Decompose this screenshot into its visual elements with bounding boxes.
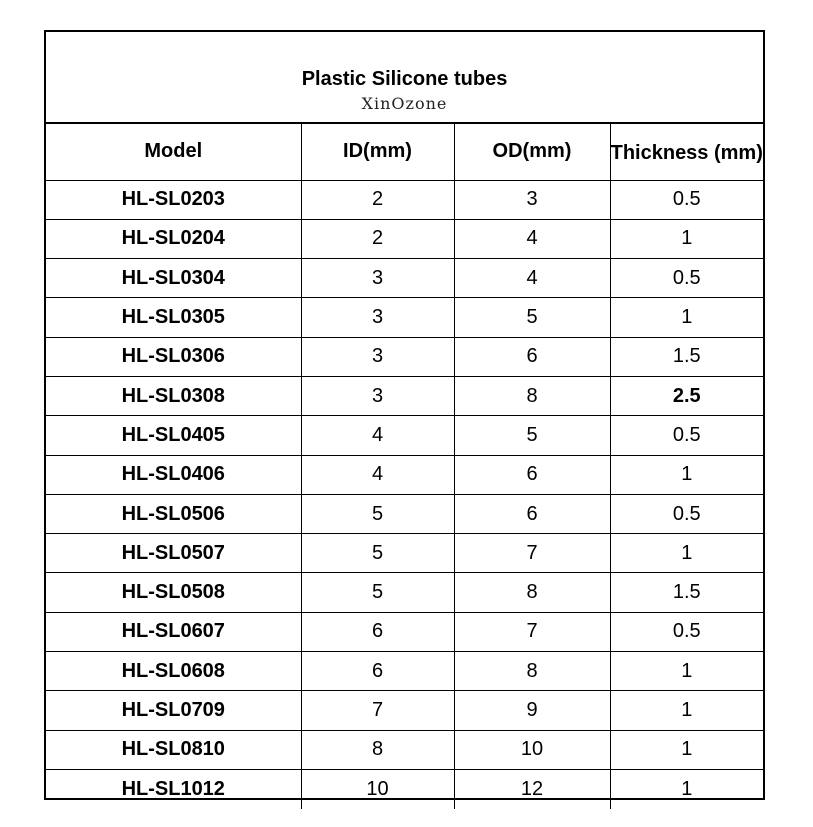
- cell-id: 7: [300, 690, 455, 731]
- table-row: HL-SL0406 4 6 1: [46, 454, 763, 495]
- cell-id: 6: [300, 651, 455, 692]
- cell-id: 2: [300, 218, 455, 260]
- cell-thickness: 1: [609, 297, 763, 338]
- cell-model: HL-SL0305: [46, 297, 302, 338]
- header-thickness: Thickness (mm): [609, 124, 763, 181]
- cell-model: HL-SL0607: [46, 611, 302, 653]
- cell-model: HL-SL0508: [46, 572, 302, 613]
- cell-model: HL-SL0406: [46, 454, 302, 495]
- cell-od: 4: [453, 218, 611, 260]
- cell-od: 10: [453, 729, 611, 770]
- cell-id: 10: [300, 768, 455, 809]
- cell-od: 6: [453, 454, 611, 495]
- cell-od: 8: [453, 572, 611, 613]
- cell-id: 2: [300, 179, 455, 220]
- cell-od: 6: [453, 493, 611, 535]
- cell-model: HL-SL0204: [46, 218, 302, 260]
- cell-thickness: 1.5: [609, 572, 763, 613]
- table-row: HL-SL0305 3 5 1: [46, 297, 763, 338]
- table-row: HL-SL0304 3 4 0.5: [46, 258, 763, 299]
- cell-id: 6: [300, 611, 455, 653]
- spec-table: Model ID(mm) OD(mm) Thickness (mm) HL-SL…: [46, 124, 763, 809]
- cell-thickness: 1: [609, 768, 763, 809]
- cell-id: 3: [300, 258, 455, 299]
- cell-thickness: 0.5: [609, 415, 763, 456]
- cell-model: HL-SL0203: [46, 179, 302, 220]
- cell-id: 4: [300, 415, 455, 456]
- cell-od: 7: [453, 533, 611, 574]
- cell-thickness: 1: [609, 729, 763, 770]
- cell-model: HL-SL0608: [46, 651, 302, 692]
- table-row: HL-SL0203 2 3 0.5: [46, 179, 763, 220]
- table-row: HL-SL1012 10 12 1: [46, 768, 763, 809]
- cell-thickness: 0.5: [609, 493, 763, 535]
- cell-thickness: 1: [609, 533, 763, 574]
- cell-od: 7: [453, 611, 611, 653]
- cell-od: 12: [453, 768, 611, 809]
- cell-model: HL-SL0304: [46, 258, 302, 299]
- cell-thickness: 1: [609, 651, 763, 692]
- header-row: Model ID(mm) OD(mm) Thickness (mm): [46, 124, 763, 181]
- cell-od: 5: [453, 297, 611, 338]
- cell-od: 5: [453, 415, 611, 456]
- cell-model: HL-SL0308: [46, 375, 302, 417]
- cell-od: 8: [453, 375, 611, 417]
- cell-thickness: 1: [609, 218, 763, 260]
- cell-model: HL-SL0507: [46, 533, 302, 574]
- table-row: HL-SL0608 6 8 1: [46, 651, 763, 692]
- cell-thickness: 1: [609, 690, 763, 731]
- cell-id: 5: [300, 493, 455, 535]
- header-model: Model: [46, 124, 302, 181]
- cell-model: HL-SL0405: [46, 415, 302, 456]
- cell-id: 5: [300, 572, 455, 613]
- cell-id: 3: [300, 336, 455, 377]
- cell-id: 3: [300, 297, 455, 338]
- header-od: OD(mm): [453, 124, 611, 181]
- table-row: HL-SL0709 7 9 1: [46, 690, 763, 731]
- cell-od: 3: [453, 179, 611, 220]
- cell-thickness: 0.5: [609, 179, 763, 220]
- cell-model: HL-SL0810: [46, 729, 302, 770]
- table-row: HL-SL0306 3 6 1.5: [46, 336, 763, 377]
- cell-model: HL-SL0306: [46, 336, 302, 377]
- cell-thickness: 0.5: [609, 258, 763, 299]
- cell-od: 4: [453, 258, 611, 299]
- cell-thickness: 1: [609, 454, 763, 495]
- title-block: Plastic Silicone tubes XinOzone: [46, 32, 763, 124]
- cell-od: 8: [453, 651, 611, 692]
- cell-model: HL-SL0506: [46, 493, 302, 535]
- header-id: ID(mm): [300, 124, 455, 181]
- cell-thickness: 0.5: [609, 611, 763, 653]
- cell-model: HL-SL1012: [46, 768, 302, 809]
- cell-od: 9: [453, 690, 611, 731]
- table-row: HL-SL0507 5 7 1: [46, 533, 763, 574]
- cell-thickness: 2.5: [609, 375, 763, 417]
- table-row: HL-SL0405 4 5 0.5: [46, 415, 763, 456]
- spec-table-frame: Plastic Silicone tubes XinOzone Model ID…: [44, 30, 765, 809]
- cell-thickness: 1.5: [609, 336, 763, 377]
- cell-id: 5: [300, 533, 455, 574]
- cell-model: HL-SL0709: [46, 690, 302, 731]
- table-row: HL-SL0810 8 10 1: [46, 729, 763, 770]
- cell-id: 8: [300, 729, 455, 770]
- table-title: Plastic Silicone tubes: [301, 68, 508, 90]
- cell-od: 6: [453, 336, 611, 377]
- table-row: HL-SL0508 5 8 1.5: [46, 572, 763, 613]
- table-subtitle: XinOzone: [361, 94, 448, 113]
- table-row: HL-SL0506 5 6 0.5: [46, 493, 763, 535]
- cell-id: 4: [300, 454, 455, 495]
- cell-id: 3: [300, 375, 455, 417]
- table-row: HL-SL0308 3 8 2.5: [46, 375, 763, 417]
- table-row: HL-SL0607 6 7 0.5: [46, 611, 763, 653]
- table-row: HL-SL0204 2 4 1: [46, 218, 763, 260]
